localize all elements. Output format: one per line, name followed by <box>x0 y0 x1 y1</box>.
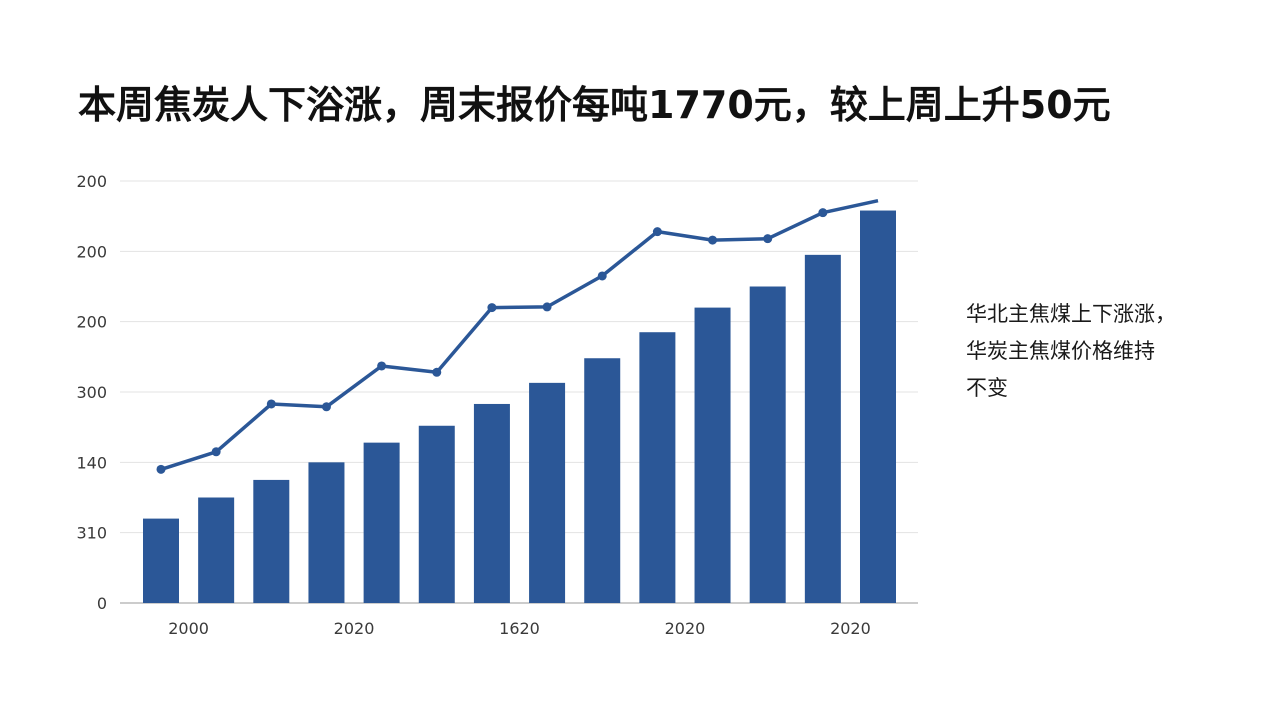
line-point <box>597 271 607 281</box>
bar <box>749 286 786 603</box>
line-point <box>377 361 387 371</box>
bar <box>418 425 455 603</box>
bar <box>694 307 731 603</box>
bar <box>143 518 179 603</box>
bar-series <box>143 210 896 604</box>
line-point <box>818 208 828 218</box>
y-tick-label: 310 <box>76 524 107 543</box>
x-tick-label: 2000 <box>168 619 209 638</box>
gridlines <box>120 180 918 604</box>
line-point <box>652 227 662 237</box>
bar <box>308 462 345 603</box>
annotation-line: 不变 <box>966 376 1008 400</box>
line-point <box>487 303 497 313</box>
line-point <box>708 235 718 245</box>
bar <box>584 358 621 603</box>
y-tick-label: 200 <box>76 172 107 191</box>
y-tick-label: 0 <box>97 594 107 613</box>
line-point <box>542 302 552 312</box>
line-point <box>211 447 221 457</box>
bar <box>860 210 896 604</box>
line-point <box>321 402 331 412</box>
bar <box>473 403 510 603</box>
bar <box>253 479 290 603</box>
y-tick-label: 300 <box>76 383 107 402</box>
x-tick-label: 2020 <box>334 619 375 638</box>
page-title: 本周焦炭人下浴涨，周末报价每吨1770元，较上周上升50元 <box>78 83 1111 127</box>
line-point <box>156 464 166 474</box>
bar <box>529 382 566 603</box>
y-tick-label: 200 <box>76 242 107 261</box>
annotation-line: 华北主焦煤上下涨涨， <box>966 302 1176 326</box>
y-tick-label: 140 <box>76 453 107 472</box>
line-point <box>266 399 276 409</box>
x-tick-label: 2020 <box>830 619 871 638</box>
bar <box>804 254 841 603</box>
side-annotation: 华北主焦煤上下涨涨， 华炭主焦煤价格维持 不变 <box>966 296 1236 407</box>
x-tick-label: 1620 <box>499 619 540 638</box>
line-point <box>432 367 442 377</box>
y-axis-ticks: 0 310 140 300 200 200 200 <box>76 172 107 613</box>
line-point <box>763 234 773 244</box>
bar <box>363 442 400 603</box>
bar <box>639 332 676 603</box>
trend-line <box>160 198 879 472</box>
bar <box>198 497 235 603</box>
x-tick-label: 2020 <box>665 619 706 638</box>
x-axis-ticks: 2000 2020 1620 2020 2020 <box>168 619 871 638</box>
y-tick-label: 200 <box>76 313 107 332</box>
line-series <box>156 198 879 474</box>
annotation-line: 华炭主焦煤价格维持 <box>966 339 1155 363</box>
